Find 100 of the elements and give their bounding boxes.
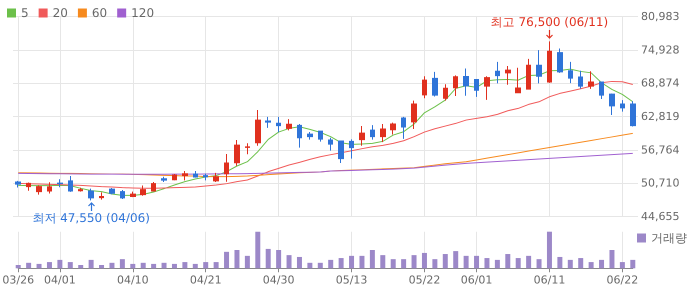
bar [359, 256, 364, 268]
candlestick [245, 142, 250, 155]
bar [390, 259, 396, 268]
candlestick [15, 180, 21, 188]
candlestick [630, 100, 636, 127]
y-tick-label: 62,819 [641, 110, 680, 123]
candlestick [213, 172, 219, 182]
legend-label: 60 [92, 6, 108, 20]
bar [78, 265, 84, 268]
y-tick-label: 44,655 [641, 210, 680, 223]
x-tick-label: 04/30 [262, 273, 294, 286]
candlestick [307, 131, 313, 140]
candlestick [328, 137, 333, 152]
candlestick [432, 71, 438, 98]
bar [578, 258, 584, 268]
bar [494, 260, 500, 268]
candlestick [620, 100, 625, 112]
bar [546, 232, 552, 268]
bar [349, 256, 354, 268]
annotation: 최저 47,550 (04/06) [32, 211, 150, 226]
bar [296, 256, 302, 268]
candlestick [297, 124, 302, 148]
candlestick [57, 178, 63, 188]
candlestick [349, 138, 354, 160]
bar [224, 252, 230, 268]
bar [464, 256, 469, 268]
x-tick-label: 03/26 [2, 273, 34, 286]
bar [99, 265, 104, 268]
candlestick [578, 70, 583, 90]
candlestick [36, 184, 42, 196]
bar [401, 259, 406, 268]
candlestick [453, 74, 458, 96]
candlestick [547, 40, 552, 84]
bar [568, 260, 573, 268]
y-tick-label: 50,710 [641, 176, 680, 190]
candlestick [286, 118, 292, 131]
bar [536, 259, 542, 268]
bar [630, 260, 636, 268]
x-tick-label: 06/22 [606, 273, 638, 286]
candlestick [68, 175, 73, 192]
candlestick [338, 140, 344, 164]
bar [338, 258, 344, 268]
bar [599, 260, 604, 268]
bar [120, 259, 125, 268]
candlestick [161, 176, 167, 182]
bar [234, 250, 240, 268]
bar [442, 254, 448, 268]
x-tick-label: 06/01 [460, 273, 492, 286]
bar [16, 265, 21, 268]
bar [130, 264, 136, 268]
x-tick-label: 04/01 [44, 273, 76, 286]
line-series [18, 152, 634, 175]
candlestick [234, 139, 240, 166]
candlestick [109, 188, 115, 195]
bar [46, 262, 52, 268]
candlestick [78, 187, 83, 192]
bar [203, 262, 208, 268]
candlestick [401, 116, 406, 140]
annotation: 최고 76,500 (06/11) [490, 15, 608, 30]
candlestick [26, 182, 31, 192]
candlestick [172, 174, 177, 181]
bar [140, 262, 146, 268]
bar [88, 260, 94, 268]
bar [26, 262, 32, 268]
y-tick-label: 80,983 [641, 10, 680, 24]
bar [182, 262, 188, 268]
candlestick [130, 191, 136, 198]
candlestick [359, 125, 365, 146]
candlestick [463, 68, 469, 96]
bar [286, 255, 292, 268]
y-tick-label: 56,764 [641, 143, 680, 156]
bar [255, 232, 260, 268]
x-tick-label: 04/21 [190, 273, 222, 286]
bar [370, 250, 375, 268]
candlestick [151, 181, 156, 192]
x-tick-label: 05/22 [408, 273, 440, 286]
candlestick [422, 76, 427, 99]
candlestick [276, 116, 281, 133]
bar [620, 262, 625, 268]
candlestick [557, 48, 563, 74]
bar [526, 256, 532, 268]
bar [318, 262, 323, 268]
bar [328, 260, 334, 268]
x-tick-label: 05/13 [336, 273, 368, 286]
candlestick [193, 170, 198, 178]
bar [307, 262, 312, 268]
candlestick [88, 188, 94, 201]
candlestick [536, 50, 542, 84]
legend-label: 120 [131, 6, 154, 20]
bar [214, 262, 219, 268]
candlestick [495, 61, 500, 84]
candlestick [265, 116, 271, 128]
bar [172, 264, 177, 268]
candlestick [370, 124, 375, 140]
candlestick [443, 84, 448, 102]
bar [412, 255, 417, 268]
x-tick-label: 06/11 [534, 273, 566, 286]
bar [453, 251, 458, 268]
bar [109, 262, 114, 268]
bar [422, 252, 427, 268]
